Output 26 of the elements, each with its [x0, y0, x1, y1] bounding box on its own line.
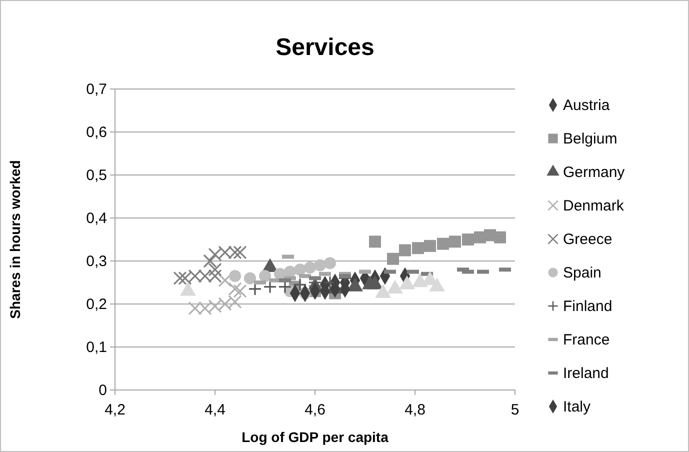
- y-tick-label: 0: [98, 382, 107, 399]
- y-tick-label: 0,1: [86, 338, 107, 356]
- legend-label: Greece: [563, 231, 612, 248]
- legend-label: Italy: [563, 398, 592, 416]
- chart-title: Services: [276, 34, 374, 61]
- x-tick-label: 5: [510, 402, 520, 418]
- legend-label: Spain: [563, 264, 602, 282]
- y-tick-label: 0,5: [86, 166, 107, 184]
- y-axis-title: Shares in hours worked: [7, 160, 23, 319]
- legend-label: Austria: [563, 97, 610, 114]
- x-tick-label: 4,4: [204, 402, 226, 418]
- legend-label: France: [563, 332, 610, 348]
- x-tick-label: 4,6: [304, 402, 326, 418]
- legend-label: Denmark: [563, 198, 624, 214]
- y-tick-label: 0,2: [86, 296, 107, 313]
- x-tick-label: 4,8: [404, 402, 426, 418]
- y-tick-label: 0,6: [86, 124, 107, 141]
- x-tick-label: 4,2: [104, 402, 126, 418]
- y-tick-label: 0,4: [86, 210, 107, 227]
- legend-label: Belgium: [563, 130, 618, 148]
- legend-label: Ireland: [563, 365, 609, 382]
- x-axis-title: Log of GDP per capita: [242, 429, 389, 445]
- legend-label: Germany: [563, 164, 626, 181]
- y-tick-label: 0,3: [86, 252, 107, 270]
- legend-label: Finland: [563, 298, 612, 315]
- y-tick-label: 0,7: [86, 80, 107, 98]
